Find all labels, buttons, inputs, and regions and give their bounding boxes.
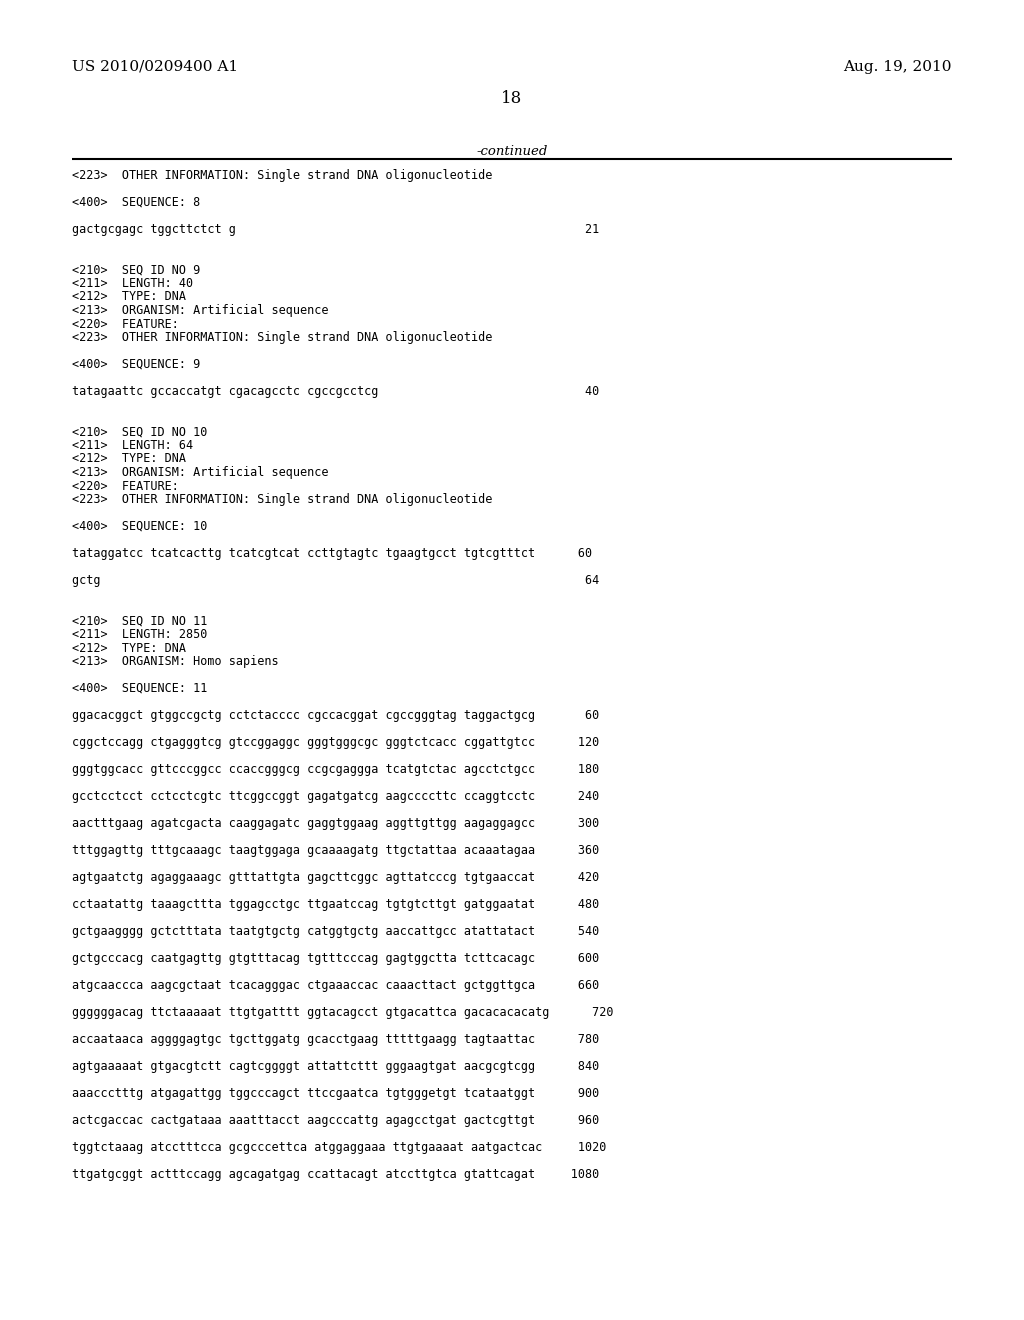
Text: US 2010/0209400 A1: US 2010/0209400 A1 bbox=[72, 59, 239, 74]
Text: <223>  OTHER INFORMATION: Single strand DNA oligonucleotide: <223> OTHER INFORMATION: Single strand D… bbox=[72, 169, 493, 182]
Text: <223>  OTHER INFORMATION: Single strand DNA oligonucleotide: <223> OTHER INFORMATION: Single strand D… bbox=[72, 331, 493, 345]
Text: agtgaatctg agaggaaagc gtttattgta gagcttcggc agttatcccg tgtgaaccat      420: agtgaatctg agaggaaagc gtttattgta gagcttc… bbox=[72, 871, 599, 884]
Text: <400>  SEQUENCE: 9: <400> SEQUENCE: 9 bbox=[72, 358, 201, 371]
Text: <212>  TYPE: DNA: <212> TYPE: DNA bbox=[72, 453, 186, 466]
Text: <220>  FEATURE:: <220> FEATURE: bbox=[72, 318, 179, 330]
Text: Aug. 19, 2010: Aug. 19, 2010 bbox=[844, 59, 952, 74]
Text: gctgaagggg gctctttata taatgtgctg catggtgctg aaccattgcc atattatact      540: gctgaagggg gctctttata taatgtgctg catggtg… bbox=[72, 925, 599, 939]
Text: ggacacggct gtggccgctg cctctacccc cgccacggat cgccgggtag taggactgcg       60: ggacacggct gtggccgctg cctctacccc cgccacg… bbox=[72, 709, 599, 722]
Text: <223>  OTHER INFORMATION: Single strand DNA oligonucleotide: <223> OTHER INFORMATION: Single strand D… bbox=[72, 492, 493, 506]
Text: cggctccagg ctgagggtcg gtccggaggc gggtgggcgc gggtctcacc cggattgtcc      120: cggctccagg ctgagggtcg gtccggaggc gggtggg… bbox=[72, 737, 599, 748]
Text: <212>  TYPE: DNA: <212> TYPE: DNA bbox=[72, 290, 186, 304]
Text: cctaatattg taaagcttta tggagcctgc ttgaatccag tgtgtcttgt gatggaatat      480: cctaatattg taaagcttta tggagcctgc ttgaatc… bbox=[72, 898, 599, 911]
Text: <212>  TYPE: DNA: <212> TYPE: DNA bbox=[72, 642, 186, 655]
Text: <211>  LENGTH: 2850: <211> LENGTH: 2850 bbox=[72, 628, 208, 642]
Text: gctg                                                                    64: gctg 64 bbox=[72, 574, 599, 587]
Text: ggggggacag ttctaaaaat ttgtgatttt ggtacagcct gtgacattca gacacacacatg      720: ggggggacag ttctaaaaat ttgtgatttt ggtacag… bbox=[72, 1006, 613, 1019]
Text: <213>  ORGANISM: Homo sapiens: <213> ORGANISM: Homo sapiens bbox=[72, 655, 279, 668]
Text: <400>  SEQUENCE: 10: <400> SEQUENCE: 10 bbox=[72, 520, 208, 533]
Text: gactgcgagc tggcttctct g                                                 21: gactgcgagc tggcttctct g 21 bbox=[72, 223, 599, 236]
Text: gcctcctcct cctcctcgtc ttcggccggt gagatgatcg aagccccttc ccaggtcctc      240: gcctcctcct cctcctcgtc ttcggccggt gagatga… bbox=[72, 789, 599, 803]
Text: accaataaca aggggagtgc tgcttggatg gcacctgaag tttttgaagg tagtaattac      780: accaataaca aggggagtgc tgcttggatg gcacctg… bbox=[72, 1034, 599, 1045]
Text: tatagaattc gccaccatgt cgacagcctc cgccgcctcg                             40: tatagaattc gccaccatgt cgacagcctc cgccgcc… bbox=[72, 385, 599, 399]
Text: ttgatgcggt actttccagg agcagatgag ccattacagt atccttgtca gtattcagat     1080: ttgatgcggt actttccagg agcagatgag ccattac… bbox=[72, 1168, 599, 1181]
Text: gctgcccacg caatgagttg gtgtttacag tgtttcccag gagtggctta tcttcacagc      600: gctgcccacg caatgagttg gtgtttacag tgtttcc… bbox=[72, 952, 599, 965]
Text: <210>  SEQ ID NO 11: <210> SEQ ID NO 11 bbox=[72, 615, 208, 627]
Text: <400>  SEQUENCE: 11: <400> SEQUENCE: 11 bbox=[72, 682, 208, 696]
Text: gggtggcacc gttcccggcc ccaccgggcg ccgcgaggga tcatgtctac agcctctgcc      180: gggtggcacc gttcccggcc ccaccgggcg ccgcgag… bbox=[72, 763, 599, 776]
Text: tataggatcc tcatcacttg tcatcgtcat ccttgtagtc tgaagtgcct tgtcgtttct      60: tataggatcc tcatcacttg tcatcgtcat ccttgta… bbox=[72, 546, 592, 560]
Text: <211>  LENGTH: 64: <211> LENGTH: 64 bbox=[72, 440, 194, 451]
Text: <213>  ORGANISM: Artificial sequence: <213> ORGANISM: Artificial sequence bbox=[72, 304, 329, 317]
Text: <211>  LENGTH: 40: <211> LENGTH: 40 bbox=[72, 277, 194, 290]
Text: aaaccctttg atgagattgg tggcccagct ttccgaatca tgtgggetgt tcataatggt      900: aaaccctttg atgagattgg tggcccagct ttccgaa… bbox=[72, 1086, 599, 1100]
Text: tttggagttg tttgcaaagc taagtggaga gcaaaagatg ttgctattaa acaaatagaa      360: tttggagttg tttgcaaagc taagtggaga gcaaaag… bbox=[72, 843, 599, 857]
Text: agtgaaaaat gtgacgtctt cagtcggggt attattcttt gggaagtgat aacgcgtcgg      840: agtgaaaaat gtgacgtctt cagtcggggt attattc… bbox=[72, 1060, 599, 1073]
Text: <400>  SEQUENCE: 8: <400> SEQUENCE: 8 bbox=[72, 195, 201, 209]
Text: tggtctaaag atcctttcca gcgcccettca atggaggaaa ttgtgaaaat aatgactcac     1020: tggtctaaag atcctttcca gcgcccettca atggag… bbox=[72, 1140, 606, 1154]
Text: actcgaccac cactgataaa aaatttacct aagcccattg agagcctgat gactcgttgt      960: actcgaccac cactgataaa aaatttacct aagccca… bbox=[72, 1114, 599, 1127]
Text: -continued: -continued bbox=[476, 145, 548, 158]
Text: <213>  ORGANISM: Artificial sequence: <213> ORGANISM: Artificial sequence bbox=[72, 466, 329, 479]
Text: aactttgaag agatcgacta caaggagatc gaggtggaag aggttgttgg aagaggagcc      300: aactttgaag agatcgacta caaggagatc gaggtgg… bbox=[72, 817, 599, 830]
Text: 18: 18 bbox=[502, 90, 522, 107]
Text: <210>  SEQ ID NO 10: <210> SEQ ID NO 10 bbox=[72, 425, 208, 438]
Text: atgcaaccca aagcgctaat tcacagggac ctgaaaccac caaacttact gctggttgca      660: atgcaaccca aagcgctaat tcacagggac ctgaaac… bbox=[72, 979, 599, 993]
Text: <220>  FEATURE:: <220> FEATURE: bbox=[72, 479, 179, 492]
Text: <210>  SEQ ID NO 9: <210> SEQ ID NO 9 bbox=[72, 264, 201, 276]
